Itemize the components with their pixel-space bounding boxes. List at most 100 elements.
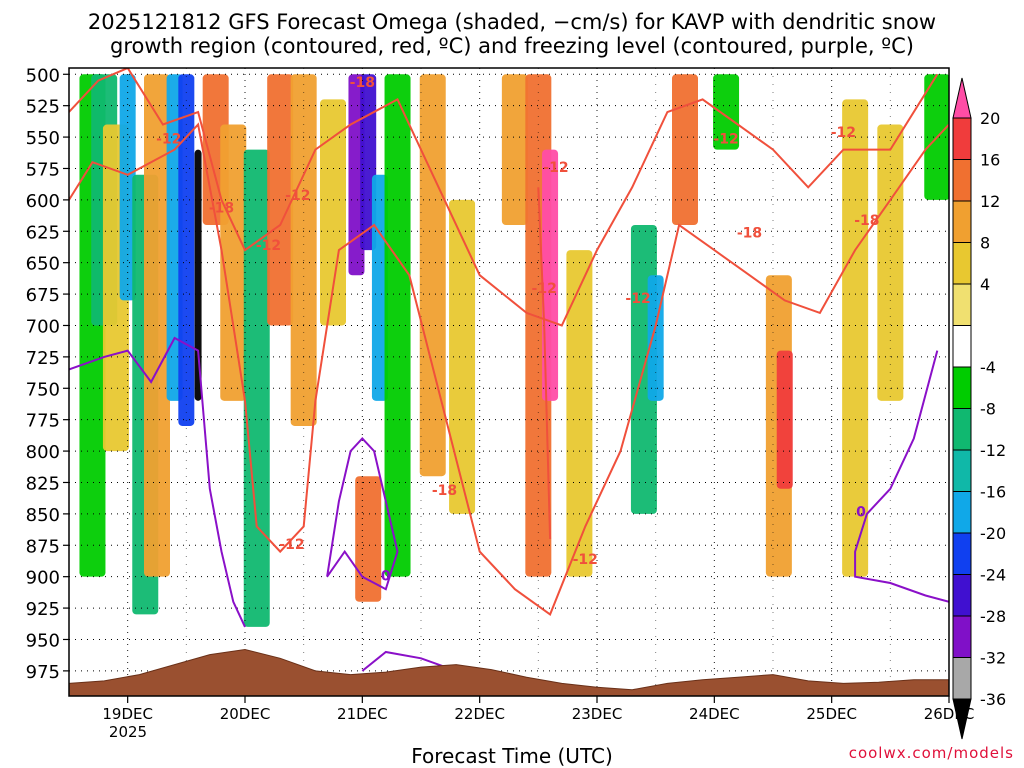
dgz-label-11: -12: [831, 125, 856, 141]
freezing-contour-east: [854, 350, 949, 603]
x-tick-label-5: 24DEC: [689, 705, 740, 723]
colorbar-label-2: 12: [980, 192, 1000, 211]
colorbar-band-2: [952, 159, 972, 202]
dgz-contour-upper: [69, 68, 939, 327]
y-axis: 500 525 550 575 600 625 650 675 700 725 750 775 800 8…: [26, 65, 69, 683]
colorbar-band-1: [952, 117, 972, 160]
freezing-contour-surface: [361, 650, 457, 672]
colorbar-band-10: [952, 491, 972, 534]
x-tick-label-0: 19DEC: [102, 705, 153, 723]
y-tick-label-8: 700: [26, 316, 60, 337]
y-tick-label-9: 725: [26, 348, 60, 369]
colorbar-label-6: -8: [980, 400, 996, 419]
colorbar-band-6: [952, 325, 972, 368]
colorbar-band-13: [952, 615, 972, 658]
omega-cell-32: [842, 99, 869, 577]
colorbar-label-7: -12: [980, 441, 1006, 460]
colorbar-label-0: 20: [980, 109, 1000, 128]
omega-cell-18: [384, 74, 411, 577]
y-tick-label-2: 550: [26, 128, 60, 149]
colorbar-band-14: [952, 657, 972, 700]
x-tick-label-6: 25DEC: [806, 705, 857, 723]
y-tick-label-18: 950: [26, 630, 60, 651]
y-tick-label-16: 900: [26, 568, 60, 589]
colorbar-label-8: -16: [980, 483, 1006, 502]
y-tick-label-6: 650: [26, 254, 60, 275]
omega-cell-29: [713, 74, 740, 150]
omega-cell-7: [178, 74, 195, 426]
dgz-label-6: -12: [532, 281, 557, 297]
colorbar-label-12: -32: [980, 649, 1006, 668]
omega-cell-21: [449, 199, 476, 514]
x-tick-label-1: 20DEC: [220, 705, 271, 723]
y-tick-label-10: 750: [26, 379, 60, 400]
y-tick-label-0: 500: [26, 65, 60, 86]
x-tick-label-4: 23DEC: [572, 705, 623, 723]
y-tick-label-1: 525: [26, 97, 60, 118]
omega-cell-28: [672, 74, 698, 225]
y-tick-label-14: 850: [26, 505, 60, 526]
colorbar-label-4: 4: [980, 275, 990, 294]
plot-frame: [68, 67, 950, 697]
omega-cell-33: [877, 124, 904, 401]
omega-cell-22: [501, 74, 528, 225]
omega-cell-8: [194, 149, 202, 401]
y-tick-label-17: 925: [26, 599, 60, 620]
credit-link[interactable]: coolwx.com/models: [848, 744, 1014, 762]
colorbar-band-4: [952, 242, 972, 285]
colorbar-bottom-arrow: [952, 698, 972, 740]
y-tick-label-11: 775: [26, 411, 60, 432]
y-tick-label-12: 800: [26, 442, 60, 463]
x-axis-year-label: 2025: [109, 723, 147, 741]
colorbar: 20 16 12 8 4 -4 -8 -12 -16 -20 -24 -28 -32 -36: [952, 77, 1006, 740]
omega-cell-3: [119, 74, 136, 301]
omega-cell-14: [320, 99, 346, 326]
terrain-surface: [69, 648, 949, 696]
x-tick-label-3: 22DEC: [454, 705, 505, 723]
y-tick-label-15: 875: [26, 536, 60, 557]
colorbar-band-12: [952, 574, 972, 617]
colorbar-band-3: [952, 200, 972, 243]
x-tick-label-2: 21DEC: [337, 705, 388, 723]
colorbar-label-5: -4: [980, 358, 996, 377]
omega-cell-24: [542, 149, 559, 401]
x-axis-title: Forecast Time (UTC): [411, 744, 613, 768]
dgz-label-0: -12: [156, 131, 181, 147]
freezing-contour-loop: [326, 437, 399, 591]
y-tick-label-7: 675: [26, 285, 60, 306]
chart-title-line-1: 2025121812 GFS Forecast Omega (shaded, −…: [87, 10, 937, 34]
dgz-label-10: -18: [737, 226, 762, 242]
freezing-label-0: 0: [381, 568, 391, 584]
dgz-label-14: -12: [543, 160, 568, 176]
colorbar-band-9: [952, 449, 972, 492]
terrain-fill: [69, 648, 949, 696]
dgz-label-8: -12: [625, 291, 650, 307]
omega-cell-10: [220, 124, 247, 401]
colorbar-label-10: -24: [980, 566, 1006, 585]
dgz-label-4: -12: [279, 537, 304, 553]
colorbar-band-7: [952, 366, 972, 409]
omega-cell-13: [290, 74, 317, 426]
dgz-label-5: -18: [432, 483, 457, 499]
y-tick-label-4: 600: [26, 191, 60, 212]
colorbar-label-11: -28: [980, 607, 1006, 626]
colorbar-label-3: 8: [980, 234, 990, 253]
colorbar-band-11: [952, 532, 972, 575]
dgz-label-13: -12: [256, 238, 281, 254]
dgz-label-9: -12: [713, 131, 738, 147]
omega-cell-19: [355, 476, 382, 602]
omega-cell-11: [243, 149, 270, 627]
y-tick-label-5: 625: [26, 222, 60, 243]
omega-cell-5: [144, 74, 170, 577]
chart-title-line-2: growth region (contoured, red, ºC) and f…: [110, 34, 914, 58]
dgz-label-7: -12: [573, 552, 598, 568]
contour-lines: -12 -18 -12 -18 -12 -18 -12 -12 -12 -12 -18 -12 -18 -…: [69, 68, 949, 672]
colorbar-label-1: 16: [980, 151, 1000, 170]
dgz-label-3: -18: [350, 75, 375, 91]
dgz-label-1: -18: [209, 200, 234, 216]
y-tick-label-19: 975: [26, 662, 60, 683]
dgz-label-12: -18: [854, 213, 879, 229]
x-axis: 2025 19DEC 20DEC 21DEC 22DEC 23DEC 24DEC 25DEC…: [102, 696, 974, 741]
colorbar-label-9: -20: [980, 524, 1006, 543]
